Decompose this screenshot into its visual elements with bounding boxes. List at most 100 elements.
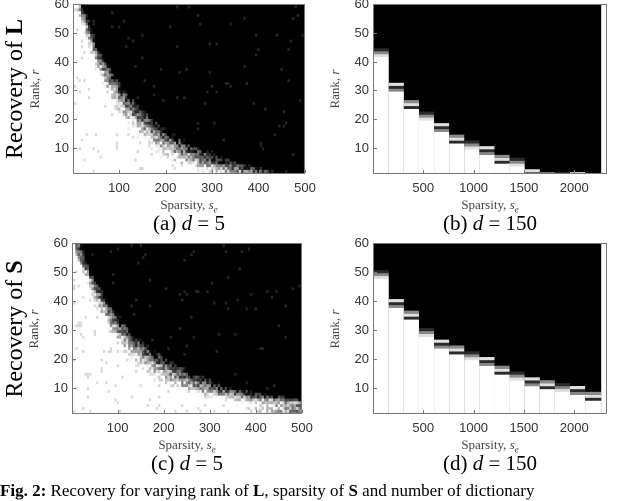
y-tick-mark — [74, 148, 77, 149]
x-tick-label: 400 — [239, 181, 279, 194]
y-tick-label: 60 — [345, 236, 369, 249]
y-tick-mark — [374, 148, 377, 149]
subcaption-variable: d — [473, 211, 484, 235]
x-tick-mark — [574, 170, 575, 173]
y-tick-mark — [374, 33, 377, 34]
y-tick-mark — [74, 4, 77, 5]
subfigure-caption: (d) d = 150 — [333, 451, 640, 476]
x-tick-mark — [423, 170, 424, 173]
x-tick-label: 300 — [190, 421, 230, 434]
x-tick-label: 1000 — [454, 421, 494, 434]
x-tick-mark — [305, 170, 306, 173]
x-tick-label: 1000 — [454, 181, 494, 194]
y-tick-mark — [74, 62, 77, 63]
x-tick-label: 500 — [282, 421, 322, 434]
y-tick-label: 60 — [45, 0, 69, 10]
caption-label: Fig. 2: — [0, 481, 46, 500]
y-tick-mark — [374, 62, 377, 63]
y-tick-label: 30 — [44, 323, 68, 336]
subcaption-value: = 150 — [483, 211, 537, 235]
heatmap-cells — [73, 244, 302, 414]
row-label-text: Recovery of — [2, 274, 28, 398]
x-tick-label: 400 — [236, 421, 276, 434]
y-tick-label: 60 — [44, 236, 68, 249]
y-tick-mark — [73, 301, 76, 302]
subcaption-variable: d — [473, 451, 484, 475]
y-tick-mark — [374, 4, 377, 5]
y-tick-label: 30 — [45, 83, 69, 96]
y-tick-mark — [374, 90, 377, 91]
row-label-symbol: S — [2, 260, 28, 273]
x-tick-label: 200 — [144, 421, 184, 434]
y-tick-mark — [74, 33, 77, 34]
y-tick-label: 20 — [345, 352, 369, 365]
subfigure-caption: (c) d = 5 — [32, 451, 342, 476]
y-tick-mark — [74, 119, 77, 120]
x-tick-mark — [118, 410, 119, 413]
heatmap-plot-area — [72, 243, 302, 414]
subcaption-prefix: (c) — [151, 451, 180, 475]
y-tick-label: 40 — [345, 294, 369, 307]
x-tick-mark — [259, 170, 260, 173]
x-tick-mark — [524, 170, 525, 173]
y-tick-mark — [374, 330, 377, 331]
subfigure-caption: (b) d = 150 — [333, 211, 640, 236]
x-tick-label: 1500 — [504, 181, 544, 194]
y-tick-label: 50 — [345, 265, 369, 278]
y-tick-label: 50 — [45, 26, 69, 39]
caption-symbol-S: S — [348, 481, 357, 500]
y-tick-mark — [374, 388, 377, 389]
y-tick-mark — [73, 243, 76, 244]
x-tick-mark — [210, 410, 211, 413]
y-tick-label: 10 — [345, 141, 369, 154]
y-tick-label: 50 — [44, 265, 68, 278]
y-tick-mark — [73, 359, 76, 360]
y-tick-mark — [374, 243, 377, 244]
y-tick-label: 60 — [345, 0, 369, 10]
y-tick-label: 10 — [44, 381, 68, 394]
x-tick-mark — [302, 410, 303, 413]
y-tick-label: 30 — [345, 83, 369, 96]
y-tick-label: 50 — [345, 26, 369, 39]
x-tick-label: 500 — [285, 181, 325, 194]
subcaption-variable: d — [180, 451, 191, 475]
x-tick-label: 2000 — [554, 181, 594, 194]
y-tick-label: 10 — [45, 141, 69, 154]
caption-text: , sparsity of — [264, 481, 348, 500]
heatmap-cells — [74, 5, 305, 174]
x-tick-mark — [256, 410, 257, 413]
x-tick-mark — [164, 410, 165, 413]
x-tick-label: 300 — [192, 181, 232, 194]
x-tick-mark — [574, 410, 575, 413]
heatmap-plot-area — [373, 243, 607, 414]
y-tick-label: 20 — [45, 112, 69, 125]
caption-text: and number of dictionary — [358, 481, 535, 500]
y-axis-label: Rank, r — [26, 279, 42, 379]
x-tick-mark — [119, 170, 120, 173]
subcaption-variable: d — [182, 211, 193, 235]
x-tick-label: 2000 — [554, 421, 594, 434]
y-axis-label: Rank, r — [327, 279, 343, 379]
y-tick-mark — [73, 330, 76, 331]
subcaption-prefix: (b) — [443, 211, 473, 235]
x-tick-label: 100 — [98, 421, 138, 434]
y-tick-mark — [374, 301, 377, 302]
subcaption-value: = 5 — [192, 211, 225, 235]
y-tick-label: 30 — [345, 323, 369, 336]
subcaption-prefix: (d) — [443, 451, 473, 475]
y-tick-mark — [74, 90, 77, 91]
x-tick-mark — [423, 410, 424, 413]
y-axis-label: Rank, r — [327, 39, 343, 139]
heatmap-cells — [374, 5, 607, 174]
caption-text: Recovery for varying rank of — [46, 481, 253, 500]
y-tick-mark — [73, 388, 76, 389]
x-tick-mark — [474, 170, 475, 173]
y-tick-mark — [73, 272, 76, 273]
figure-caption: Fig. 2: Recovery for varying rank of L, … — [0, 481, 640, 501]
x-tick-label: 100 — [99, 181, 139, 194]
y-tick-mark — [374, 359, 377, 360]
x-tick-mark — [474, 410, 475, 413]
x-tick-label: 200 — [146, 181, 186, 194]
y-tick-label: 40 — [345, 55, 369, 68]
subfigure-caption: (a) d = 5 — [33, 211, 345, 236]
